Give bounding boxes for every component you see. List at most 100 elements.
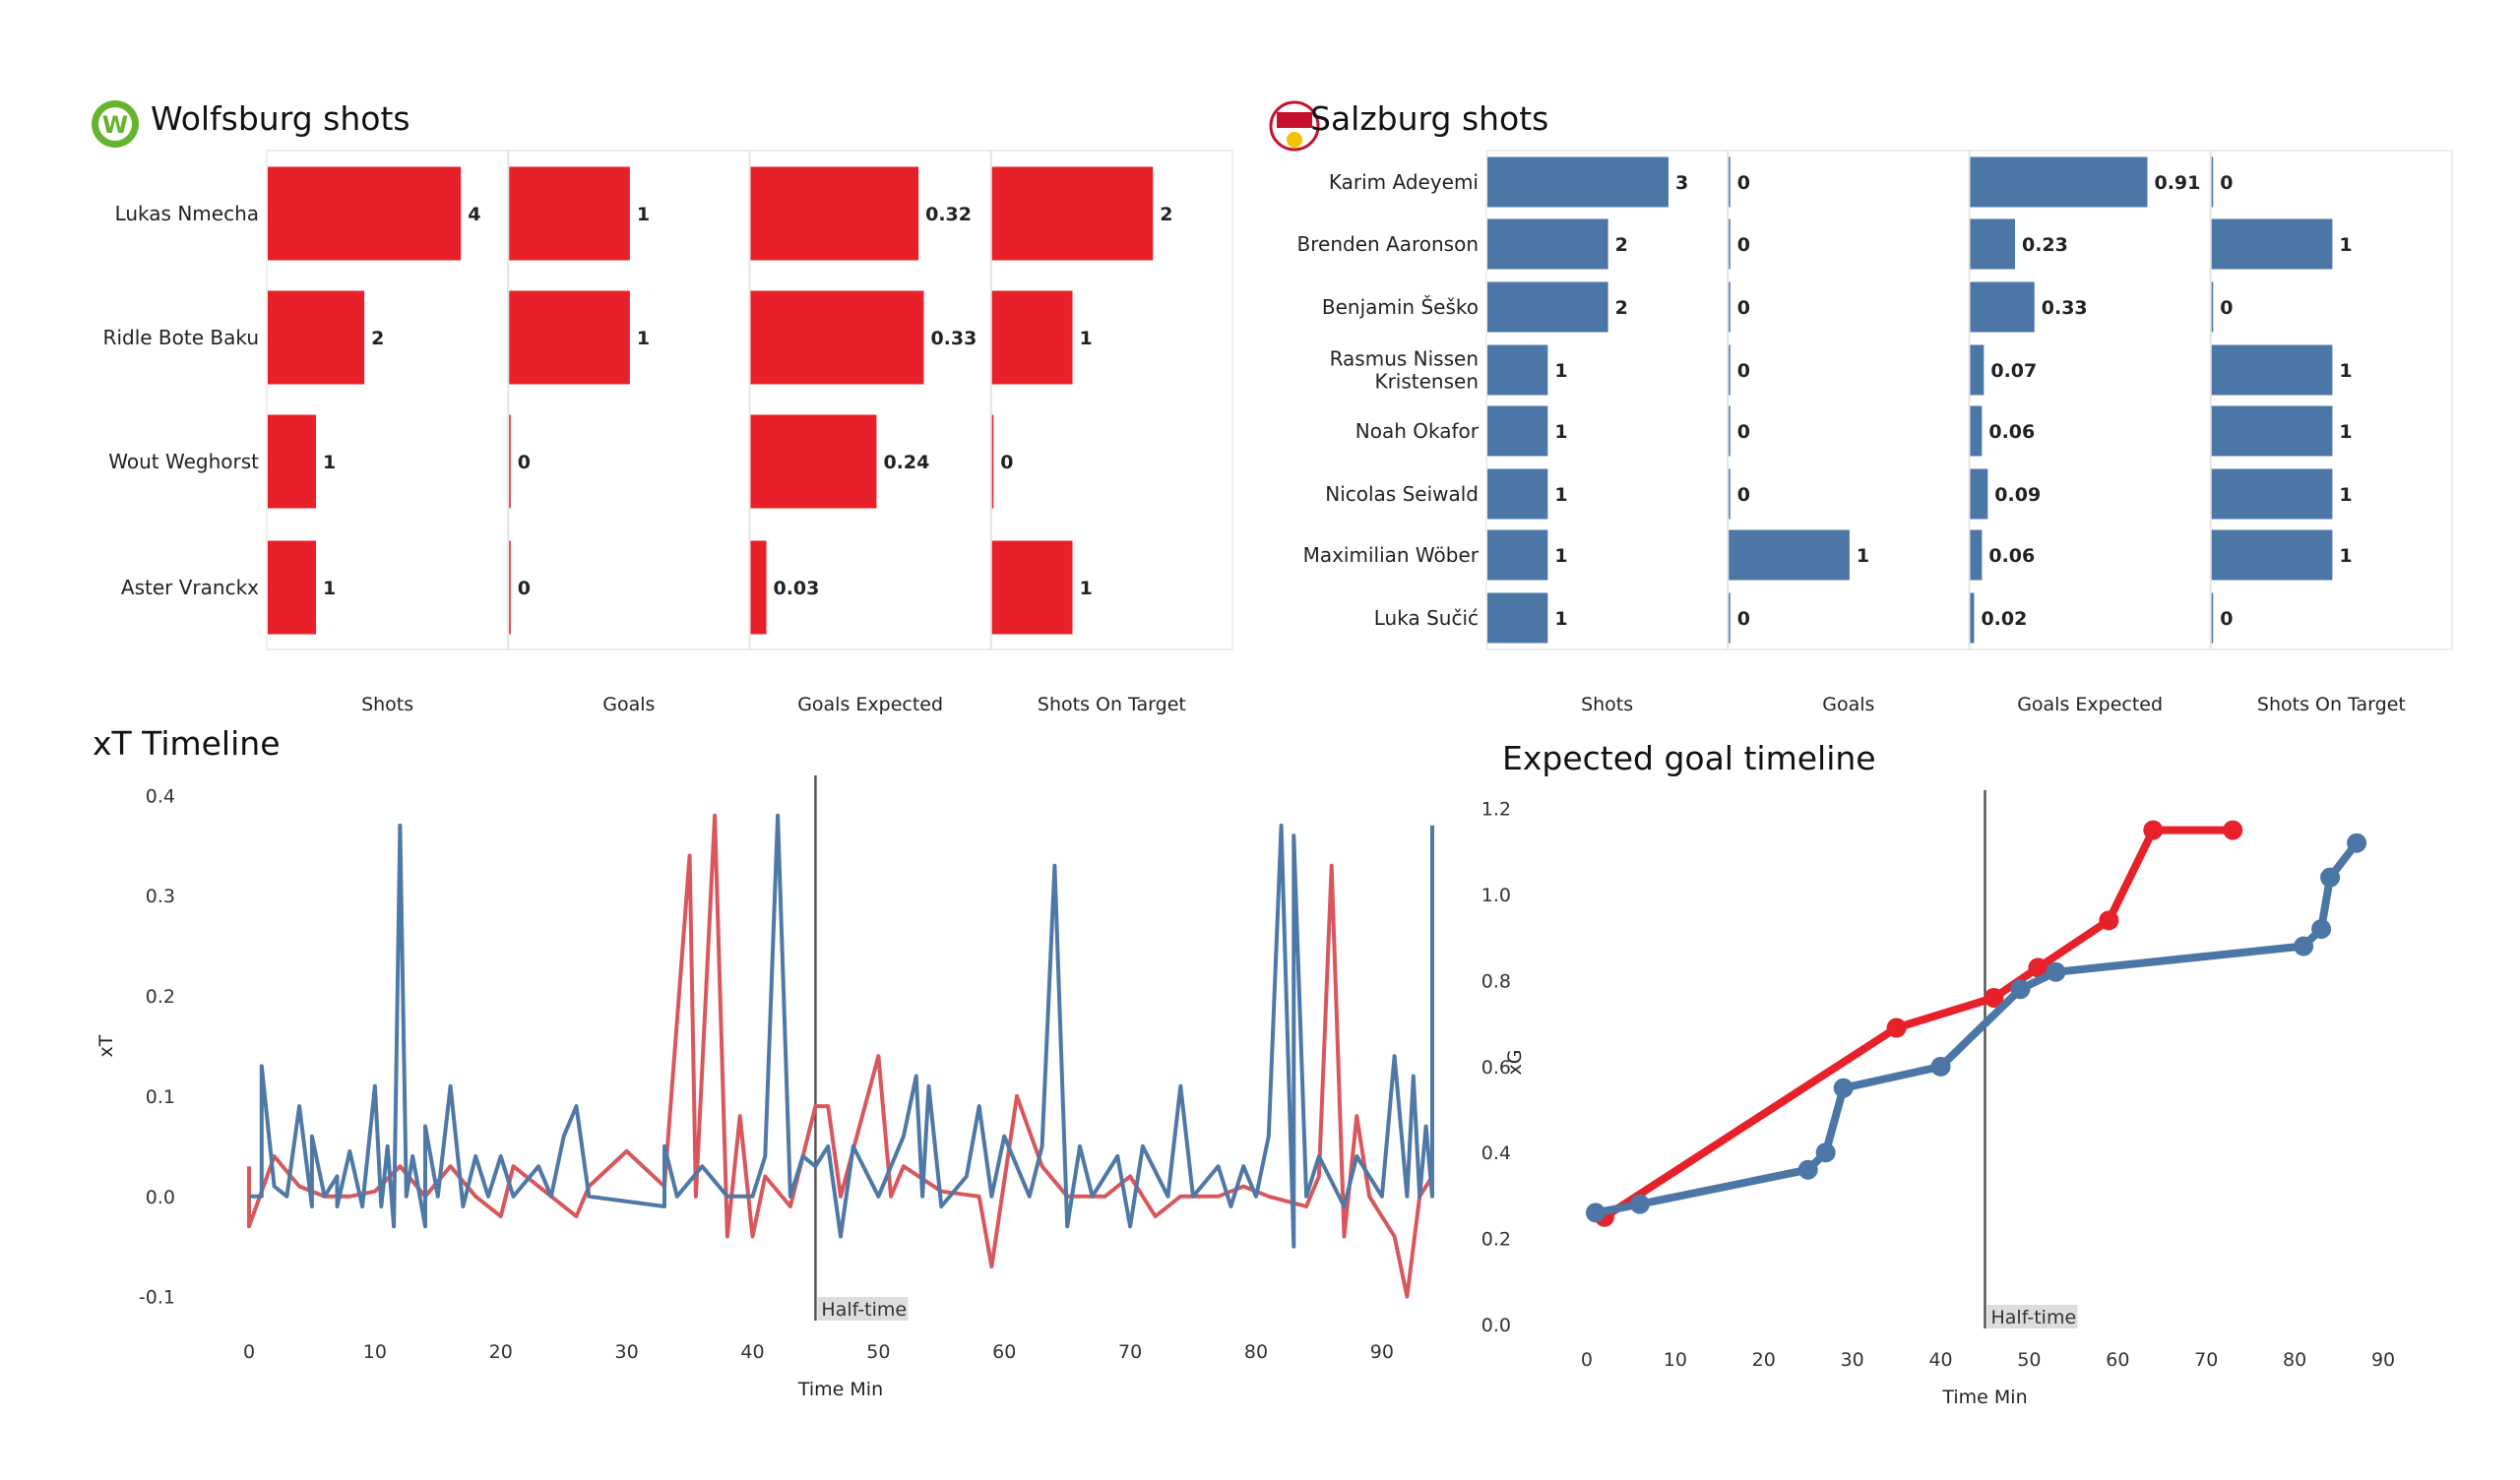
bar [2211,344,2333,396]
bar-value-label: 2 [1615,297,1628,319]
bar-value-label: 0.09 [1994,484,2041,506]
svg-text:W: W [102,111,128,139]
wolfsburg-series-line [247,813,1434,1299]
x-tick-label: 30 [615,1341,639,1363]
bar-value-label: 1 [1857,545,1869,567]
salzburg-data-point [2347,832,2367,853]
x-tick-label: 60 [2106,1349,2129,1371]
salzburg-data-point [2294,936,2314,956]
bar [1487,156,1669,208]
column-label: Shots On Target [2257,694,2406,715]
bar [991,290,1073,385]
salzburg-series-line [249,813,1434,1249]
bar [1487,468,1548,520]
y-axis-label: xT [95,1034,117,1057]
player-name: Karim Adeyemi [1329,170,1479,194]
x-tick-label: 10 [363,1341,387,1363]
bar-value-label: 0.33 [2042,297,2088,319]
column-label: Goals [602,694,655,715]
half-time-label-box [817,1297,909,1321]
salzburg-crest-icon [1269,100,1320,152]
player-name: Ridle Bote Baku [103,326,259,349]
xt-title: xT Timeline [93,724,281,763]
bar [1487,592,1548,644]
bar [2211,405,2333,457]
player-name: Rasmus Nissen [1330,347,1479,371]
bar [1970,592,1975,644]
x-tick-label: 80 [2283,1349,2306,1371]
bar [1487,529,1548,581]
bar [509,166,630,261]
x-tick-label: 20 [1752,1349,1776,1371]
salzburg-data-point [1833,1078,1854,1098]
x-tick-label: 70 [2194,1349,2218,1371]
salzburg-title: Salzburg shots [1310,99,1548,138]
x-tick-label: 50 [866,1341,890,1363]
x-axis-label: Time Min [797,1379,883,1400]
salzburg-data-point [2046,961,2066,982]
bar-value-label: 0 [1000,452,1013,473]
x-tick-label: 0 [1581,1349,1593,1371]
y-tick-label: 0.4 [1481,1142,1511,1164]
column-label: Shots On Target [1038,694,1186,715]
bar-value-label: 1 [2339,234,2352,256]
bar-value-label: 0 [2220,172,2233,194]
bar-value-label: 0.91 [2154,172,2200,194]
x-tick-label: 50 [2017,1349,2041,1371]
bar-value-label: 1 [1080,328,1093,349]
column-label: Goals Expected [797,694,943,715]
bar [1729,218,1731,270]
player-name: Benjamin Šeško [1322,295,1479,319]
bar-value-label: 2 [1160,204,1172,225]
bar-value-label: 2 [1615,234,1628,256]
bar-value-label: 0.06 [1988,421,2035,443]
bar [2211,281,2214,333]
salzburg-data-point [1797,1159,1818,1180]
bar-value-label: 0.02 [1981,608,2027,630]
bar [1729,344,1731,396]
player-name: Wout Weghorst [108,450,259,473]
salzburg-shots-panel: Karim Adeyemi Brenden Aaronson Benjamin Še… [1297,150,2453,715]
bar-value-label: 0.03 [773,578,819,599]
bar-value-label: 1 [1080,578,1093,599]
bar [991,166,1154,261]
y-tick-label: 0.2 [1481,1229,1511,1251]
x-tick-label: 40 [740,1341,764,1363]
y-tick-label: 0.8 [1481,970,1511,992]
bar [1970,156,2148,208]
bar-value-label: 0 [1737,484,1750,506]
salzburg-data-point [2311,919,2332,940]
bar [1729,592,1731,644]
wolfsburg-data-point [2099,910,2119,931]
y-tick-label: 0.3 [146,886,175,907]
player-name: Aster Vranckx [121,576,259,599]
bar [1970,344,1984,396]
bar [2211,592,2214,644]
y-tick-label: 0.0 [146,1187,175,1208]
y-tick-label: 1.2 [1481,799,1511,821]
bar [1729,468,1731,520]
wolfsburg-crest-icon: W [92,100,139,148]
x-tick-label: 0 [243,1341,255,1363]
column-label: Goals [1822,694,1874,715]
player-name: Lukas Nmecha [115,202,259,225]
bar-value-label: 0.07 [1990,360,2037,382]
xg-timeline-chart: 0 10 20 30 40 50 60 70 80 90 1.2 1.0 0.8 0.6 0.4 0.2 0.0… [1481,790,2395,1408]
bar-value-label: 1 [637,204,650,225]
bar [2211,156,2214,208]
bar [1487,344,1548,396]
bar-value-label: 4 [468,204,480,225]
salzburg-data-point [1815,1142,1836,1163]
bar [750,290,924,385]
salzburg-data-point [2320,867,2341,888]
column-label: Shots [1581,694,1633,715]
bar-value-label: 0 [1737,172,1750,194]
x-tick-label: 90 [2371,1349,2395,1371]
bar-value-label: 3 [1675,172,1688,194]
bar-value-label: 1 [2339,421,2352,443]
bar [1487,218,1608,270]
wolfsburg-title: Wolfsburg shots [151,99,410,138]
bar-value-label: 0.06 [1988,545,2035,567]
bar-value-label: 1 [2339,360,2352,382]
player-name: Noah Okafor [1355,419,1480,443]
